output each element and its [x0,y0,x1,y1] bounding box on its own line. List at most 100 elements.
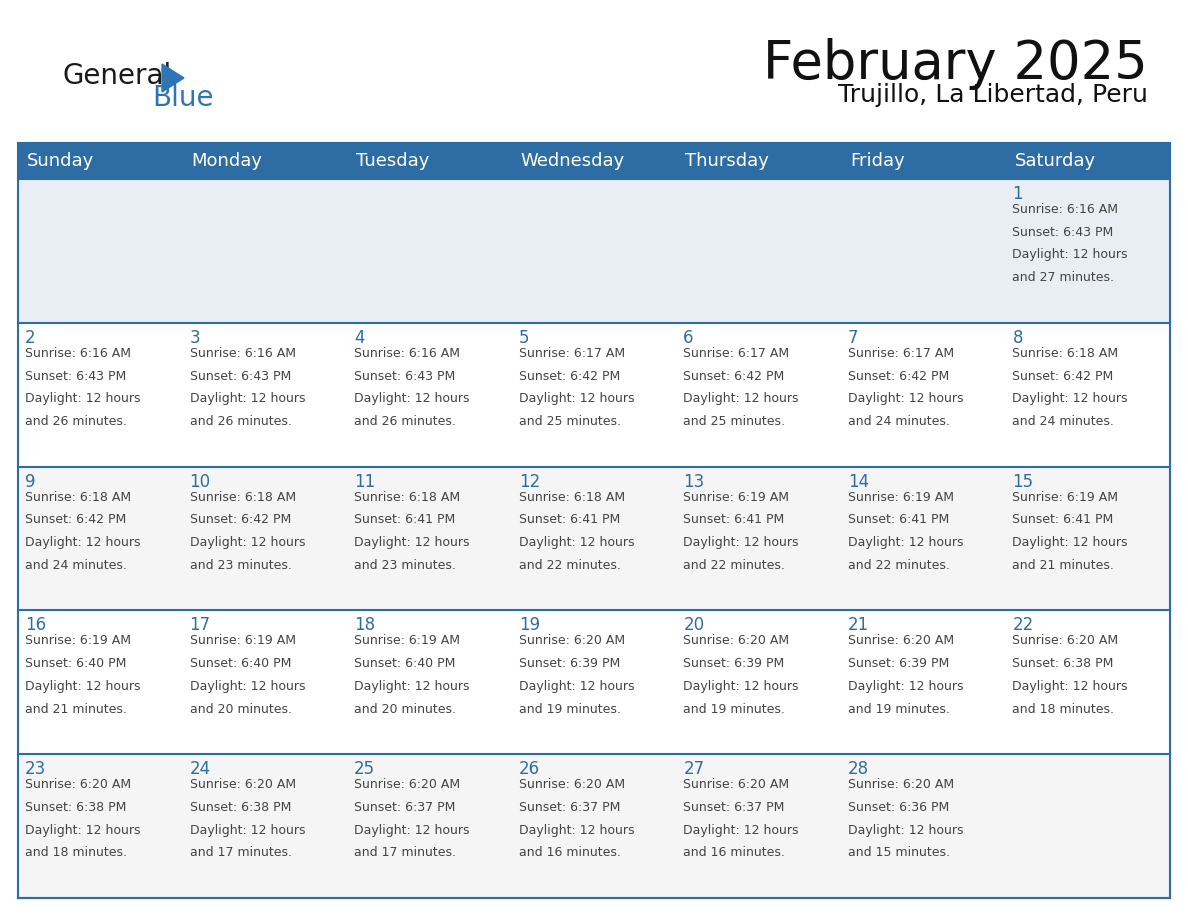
Text: Monday: Monday [191,152,263,170]
Text: 23: 23 [25,760,46,778]
Text: and 25 minutes.: and 25 minutes. [519,415,620,428]
Text: Sunset: 6:38 PM: Sunset: 6:38 PM [1012,657,1114,670]
Text: Sunrise: 6:20 AM: Sunrise: 6:20 AM [848,634,954,647]
Text: Trujillo, La Libertad, Peru: Trujillo, La Libertad, Peru [838,83,1148,107]
Text: Sunrise: 6:16 AM: Sunrise: 6:16 AM [25,347,131,360]
Text: Daylight: 12 hours: Daylight: 12 hours [190,680,305,693]
Text: Daylight: 12 hours: Daylight: 12 hours [354,680,469,693]
Text: Sunrise: 6:20 AM: Sunrise: 6:20 AM [683,778,789,791]
Text: Sunrise: 6:19 AM: Sunrise: 6:19 AM [354,634,460,647]
Polygon shape [162,64,184,92]
Text: Sunset: 6:37 PM: Sunset: 6:37 PM [683,800,784,814]
Text: Sunrise: 6:20 AM: Sunrise: 6:20 AM [683,634,789,647]
Text: Sunset: 6:42 PM: Sunset: 6:42 PM [519,370,620,383]
Text: Sunrise: 6:18 AM: Sunrise: 6:18 AM [25,490,131,504]
Bar [18,755,1170,898]
Text: Daylight: 12 hours: Daylight: 12 hours [190,392,305,405]
Text: Blue: Blue [152,84,214,112]
Text: Sunset: 6:42 PM: Sunset: 6:42 PM [683,370,784,383]
Text: Sunrise: 6:18 AM: Sunrise: 6:18 AM [519,490,625,504]
Text: Sunrise: 6:17 AM: Sunrise: 6:17 AM [683,347,789,360]
Text: Daylight: 12 hours: Daylight: 12 hours [354,392,469,405]
Text: and 19 minutes.: and 19 minutes. [683,702,785,715]
Text: 13: 13 [683,473,704,490]
Text: Sunrise: 6:20 AM: Sunrise: 6:20 AM [1012,634,1119,647]
Text: and 26 minutes.: and 26 minutes. [190,415,291,428]
Text: and 22 minutes.: and 22 minutes. [683,559,785,572]
Text: Sunrise: 6:16 AM: Sunrise: 6:16 AM [354,347,460,360]
Text: 26: 26 [519,760,539,778]
Text: and 23 minutes.: and 23 minutes. [190,559,291,572]
Text: 4: 4 [354,329,365,347]
Text: 17: 17 [190,616,210,634]
Text: Daylight: 12 hours: Daylight: 12 hours [683,392,798,405]
Text: Sunset: 6:41 PM: Sunset: 6:41 PM [1012,513,1113,526]
Text: and 24 minutes.: and 24 minutes. [25,559,127,572]
Text: Daylight: 12 hours: Daylight: 12 hours [683,823,798,836]
Text: Sunrise: 6:19 AM: Sunrise: 6:19 AM [683,490,789,504]
Text: Daylight: 12 hours: Daylight: 12 hours [190,823,305,836]
Text: and 19 minutes.: and 19 minutes. [848,702,949,715]
Text: 2: 2 [25,329,36,347]
Text: and 16 minutes.: and 16 minutes. [683,846,785,859]
Text: 7: 7 [848,329,859,347]
Text: Daylight: 12 hours: Daylight: 12 hours [848,823,963,836]
Text: Daylight: 12 hours: Daylight: 12 hours [519,823,634,836]
Text: Sunset: 6:40 PM: Sunset: 6:40 PM [25,657,126,670]
Text: and 17 minutes.: and 17 minutes. [190,846,291,859]
Text: 10: 10 [190,473,210,490]
Text: Sunset: 6:39 PM: Sunset: 6:39 PM [683,657,784,670]
Text: Sunset: 6:43 PM: Sunset: 6:43 PM [1012,226,1113,239]
Bar [18,610,1170,755]
Text: 12: 12 [519,473,541,490]
Text: Sunset: 6:41 PM: Sunset: 6:41 PM [683,513,784,526]
Text: 15: 15 [1012,473,1034,490]
Text: Sunrise: 6:19 AM: Sunrise: 6:19 AM [25,634,131,647]
Text: Daylight: 12 hours: Daylight: 12 hours [25,536,140,549]
Text: Sunday: Sunday [27,152,94,170]
Text: and 18 minutes.: and 18 minutes. [1012,702,1114,715]
Text: General: General [62,62,171,90]
Text: Sunset: 6:40 PM: Sunset: 6:40 PM [354,657,455,670]
Text: Sunset: 6:42 PM: Sunset: 6:42 PM [190,513,291,526]
Text: February 2025: February 2025 [763,38,1148,90]
Text: Daylight: 12 hours: Daylight: 12 hours [1012,249,1127,262]
Text: and 21 minutes.: and 21 minutes. [1012,559,1114,572]
Text: and 24 minutes.: and 24 minutes. [848,415,949,428]
Text: Sunset: 6:41 PM: Sunset: 6:41 PM [354,513,455,526]
Text: Daylight: 12 hours: Daylight: 12 hours [25,392,140,405]
Text: and 19 minutes.: and 19 minutes. [519,702,620,715]
Text: and 26 minutes.: and 26 minutes. [354,415,456,428]
Text: Daylight: 12 hours: Daylight: 12 hours [1012,536,1127,549]
Text: Sunrise: 6:19 AM: Sunrise: 6:19 AM [190,634,296,647]
Text: 1: 1 [1012,185,1023,203]
Text: Sunset: 6:36 PM: Sunset: 6:36 PM [848,800,949,814]
Text: Sunrise: 6:18 AM: Sunrise: 6:18 AM [190,490,296,504]
Text: 6: 6 [683,329,694,347]
Text: Sunrise: 6:18 AM: Sunrise: 6:18 AM [354,490,460,504]
Text: and 18 minutes.: and 18 minutes. [25,846,127,859]
Text: Daylight: 12 hours: Daylight: 12 hours [354,536,469,549]
Text: Sunset: 6:43 PM: Sunset: 6:43 PM [354,370,455,383]
Bar [18,179,1170,323]
Text: Sunset: 6:41 PM: Sunset: 6:41 PM [519,513,620,526]
Text: and 15 minutes.: and 15 minutes. [848,846,950,859]
Text: Daylight: 12 hours: Daylight: 12 hours [1012,680,1127,693]
Text: 16: 16 [25,616,46,634]
Text: Daylight: 12 hours: Daylight: 12 hours [683,536,798,549]
Text: Sunset: 6:39 PM: Sunset: 6:39 PM [519,657,620,670]
Text: 14: 14 [848,473,868,490]
Text: Tuesday: Tuesday [356,152,430,170]
Text: Sunset: 6:43 PM: Sunset: 6:43 PM [25,370,126,383]
Text: Daylight: 12 hours: Daylight: 12 hours [519,680,634,693]
Text: Daylight: 12 hours: Daylight: 12 hours [848,680,963,693]
Text: Sunset: 6:41 PM: Sunset: 6:41 PM [848,513,949,526]
Text: and 25 minutes.: and 25 minutes. [683,415,785,428]
Text: Sunrise: 6:20 AM: Sunrise: 6:20 AM [25,778,131,791]
Bar [18,466,1170,610]
Text: 18: 18 [354,616,375,634]
Text: 24: 24 [190,760,210,778]
Text: Wednesday: Wednesday [520,152,625,170]
Text: and 22 minutes.: and 22 minutes. [519,559,620,572]
Text: and 17 minutes.: and 17 minutes. [354,846,456,859]
